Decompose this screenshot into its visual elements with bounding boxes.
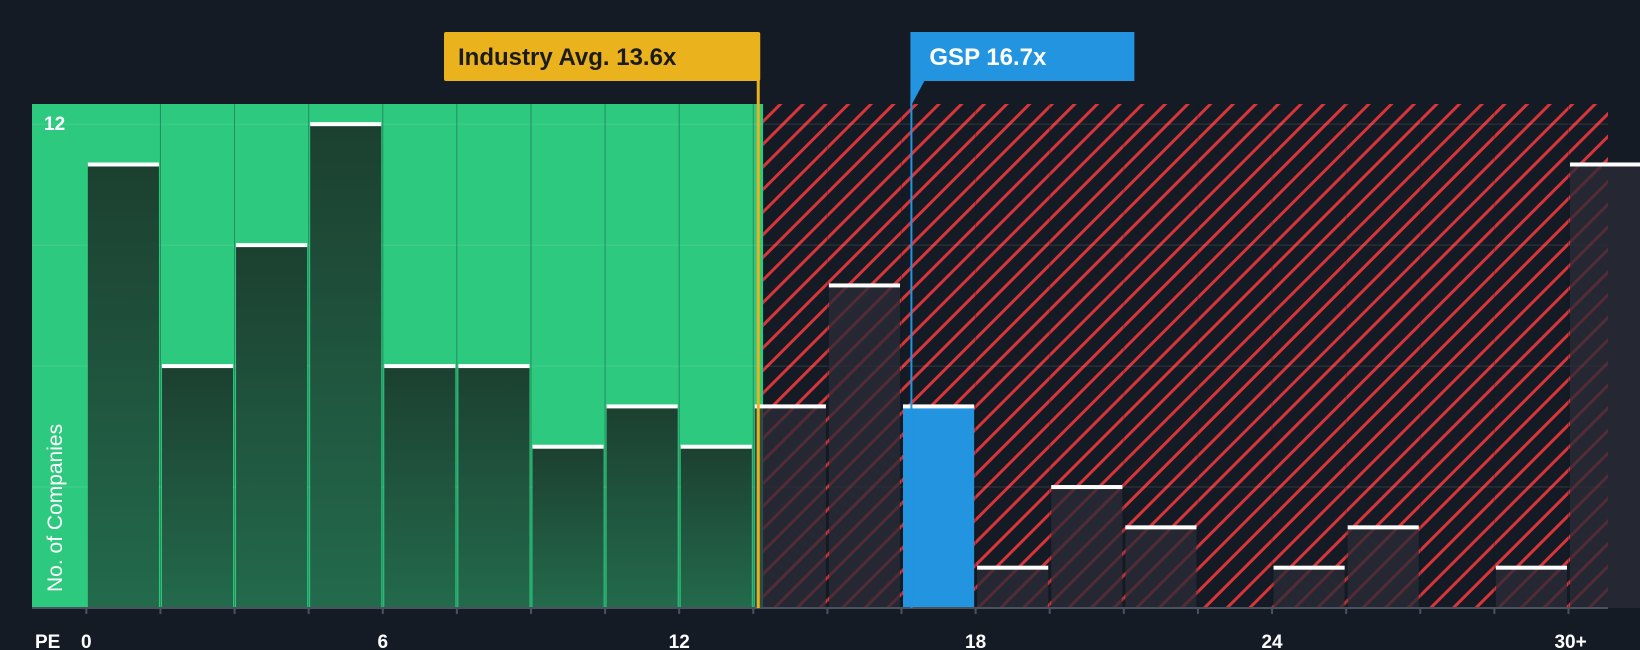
bar [1273, 567, 1345, 608]
bar [828, 285, 901, 608]
bar [680, 446, 752, 608]
bar [458, 366, 530, 608]
y-tick-label: 12 [44, 114, 65, 135]
x-axis-ticks [85, 608, 1570, 614]
bar-cap [1125, 525, 1197, 530]
bar-cap [1051, 485, 1123, 490]
bar-cap [754, 404, 826, 409]
bar [532, 446, 604, 608]
bar-cap [87, 162, 159, 167]
bar-cap [1569, 162, 1640, 167]
x-tick-label: 6 [377, 632, 388, 650]
bar [977, 567, 1049, 608]
bar-cap [977, 565, 1049, 570]
bar [754, 406, 826, 608]
bar [1569, 164, 1640, 609]
x-tick-label: 18 [965, 632, 986, 650]
x-axis-title: PE [35, 632, 60, 650]
bar-cap [1347, 525, 1419, 530]
x-tick-label: 12 [669, 632, 690, 650]
bar-cap [680, 444, 752, 449]
bar-cap [903, 404, 975, 409]
bar-cap [828, 283, 901, 288]
bar [606, 406, 678, 608]
bar [161, 366, 234, 608]
industry-avg-callout [444, 32, 761, 81]
bar-cap [236, 243, 308, 248]
company-pe-label: GSP 16.7x [929, 44, 1047, 71]
bar [87, 164, 159, 609]
bar-cap [458, 364, 530, 369]
bar-cap [532, 444, 604, 449]
x-tick-labels: 0 6 12 18 24 30+ [81, 632, 1587, 650]
bar [1347, 527, 1419, 608]
bar [1051, 487, 1123, 608]
bar-cap [1495, 565, 1567, 570]
bar-cap [606, 404, 678, 409]
bar-cap [310, 122, 382, 127]
company-pe-callout [910, 32, 1135, 107]
bar [903, 406, 975, 608]
x-tick-label: 30+ [1554, 632, 1586, 650]
bar [236, 245, 308, 608]
x-tick-label: 24 [1261, 632, 1283, 650]
bar-cap [161, 364, 234, 369]
bar [1125, 527, 1197, 608]
industry-avg-label: Industry Avg. 13.6x [458, 44, 677, 71]
bars [87, 104, 1640, 609]
bar [1495, 567, 1567, 608]
bar [384, 366, 456, 608]
y-axis-title: No. of Companies [44, 424, 67, 592]
bar-cap [1273, 565, 1345, 570]
bar [310, 124, 382, 608]
x-tick-label: 0 [81, 632, 92, 650]
bar-cap [384, 364, 456, 369]
